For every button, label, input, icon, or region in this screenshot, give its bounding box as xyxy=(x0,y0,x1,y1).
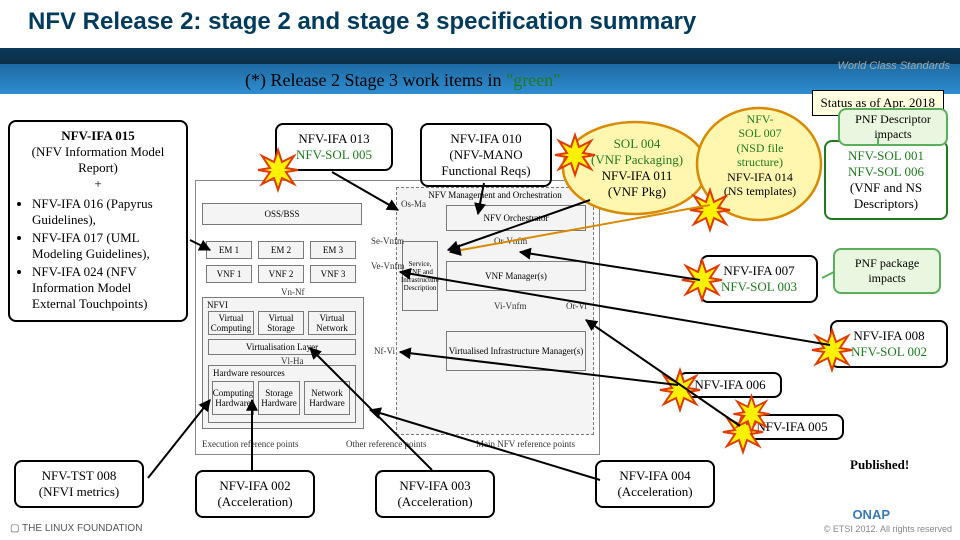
arch-vnf1: VNF 1 xyxy=(206,265,252,283)
ifa013-l1: NFV-IFA 013 xyxy=(285,131,383,147)
ifa010-l2: (NFV-MANO xyxy=(430,147,542,163)
ifa013-l2: NFV-SOL 005 xyxy=(285,147,383,163)
arch-ossbss: OSS/BSS xyxy=(202,203,362,225)
lbl-osma: Os-Ma xyxy=(401,199,426,209)
lbl-vlha: Vl-Ha xyxy=(281,356,304,366)
ifa007-l2: NFV-SOL 003 xyxy=(710,279,808,295)
onap-logo: ONAP xyxy=(852,507,890,522)
lbl-nfvi: Nf-Vi xyxy=(374,346,395,356)
sol001-l2: NFV-SOL 006 xyxy=(834,164,938,180)
sol007-l5: NFV-IFA 014 xyxy=(706,170,814,184)
sol004-l4: (VNF Pkg) xyxy=(578,184,696,200)
arch-em2: EM 2 xyxy=(258,241,304,259)
list-item: NFV-IFA 017 (UML Modeling Guidelines), xyxy=(32,230,178,262)
sol004-l1: SOL 004 xyxy=(578,136,696,152)
sol007-l6: (NS templates) xyxy=(706,184,814,198)
ifa008-l2: NFV-SOL 002 xyxy=(840,344,938,360)
lbl-orvnfm: Or-Vnfm xyxy=(494,236,527,246)
arch-vnf2: VNF 2 xyxy=(258,265,304,283)
etsi-tag: World Class Standards xyxy=(838,60,951,72)
lbl-vivnfm: Vi-Vnfm xyxy=(494,301,526,311)
arch-hw-storage: Storage Hardware xyxy=(258,381,300,415)
callout-ifa013: NFV-IFA 013 NFV-SOL 005 xyxy=(275,123,393,171)
ifa008-l1: NFV-IFA 008 xyxy=(840,328,938,344)
callout-tst008: NFV-TST 008 (NFVI metrics) xyxy=(14,460,144,508)
lbl-sevnfm: Se-Vnfm xyxy=(371,236,404,246)
arch-vstorage: Virtual Storage xyxy=(258,311,304,335)
arch-hw-compute: Computing Hardware xyxy=(212,381,254,415)
sol004-l2: (VNF Packaging) xyxy=(578,152,696,168)
callout-pnf-package: PNF package impacts xyxy=(833,248,941,294)
legend-other: Other reference points xyxy=(346,439,426,449)
callout-ifa005: NFV-IFA 005 xyxy=(740,414,844,440)
arch-virtlayer: Virtualisation Layer xyxy=(208,339,356,355)
ifa002-l1: NFV-IFA 002 xyxy=(205,478,305,494)
sol007-l2: SOL 007 xyxy=(706,126,814,140)
tst008-l2: (NFVI metrics) xyxy=(24,484,134,500)
callout-ifa008: NFV-IFA 008 NFV-SOL 002 xyxy=(830,320,948,368)
sol007-l4: structure) xyxy=(706,155,814,169)
callout-ifa004: NFV-IFA 004 (Acceleration) xyxy=(595,460,715,508)
arch-vcompute: Virtual Computing xyxy=(208,311,254,335)
subtitle-prefix: (*) Release 2 Stage 3 work items in xyxy=(245,70,506,90)
ifa004-l2: (Acceleration) xyxy=(605,484,705,500)
arch-em3: EM 3 xyxy=(310,241,356,259)
arch-vnfm: VNF Manager(s) xyxy=(446,261,586,291)
copyright: © ETSI 2012. All rights reserved xyxy=(824,524,952,534)
arch-em1: EM 1 xyxy=(206,241,252,259)
lbl-vevnfm: Ve-Vnfm xyxy=(371,261,405,271)
sol001-l4: Descriptors) xyxy=(834,196,938,212)
callout-ifa006: NFV-IFA 006 xyxy=(678,372,782,398)
callout-ifa002: NFV-IFA 002 (Acceleration) xyxy=(195,470,315,518)
ifa003-l2: (Acceleration) xyxy=(385,494,485,510)
sol001-l1: NFV-SOL 001 xyxy=(834,148,938,164)
sol007-l3: (NSD file xyxy=(706,141,814,155)
callout-ifa007: NFV-IFA 007 NFV-SOL 003 xyxy=(700,255,818,303)
ifa010-l3: Functional Reqs) xyxy=(430,163,542,179)
ifa015-plus: + xyxy=(18,176,178,192)
ifa002-l2: (Acceleration) xyxy=(205,494,305,510)
arch-vnetwork: Virtual Network xyxy=(308,311,356,335)
arch-vnf3: VNF 3 xyxy=(310,265,356,283)
arch-vim: Virtualised Infrastructure Manager(s) xyxy=(446,331,586,371)
list-item: NFV-IFA 016 (Papyrus Guidelines), xyxy=(32,196,178,228)
tst008-l1: NFV-TST 008 xyxy=(24,468,134,484)
ifa015-list: NFV-IFA 016 (Papyrus Guidelines), NFV-IF… xyxy=(18,196,178,312)
legend-exec: Execution reference points xyxy=(202,439,298,449)
sol004-l3: NFV-IFA 011 xyxy=(578,168,696,184)
list-item: NFV-IFA 024 (NFV Information Model Exter… xyxy=(32,264,178,312)
arch-catalog: Service, VNF and Infrastructure Descript… xyxy=(402,241,438,311)
ifa003-l1: NFV-IFA 003 xyxy=(385,478,485,494)
page-title: NFV Release 2: stage 2 and stage 3 speci… xyxy=(28,8,696,36)
callout-sol004: SOL 004 (VNF Packaging) NFV-IFA 011 (VNF… xyxy=(578,136,696,200)
callout-ifa010: NFV-IFA 010 (NFV-MANO Functional Reqs) xyxy=(420,123,552,187)
legend-main: Main NFV reference points xyxy=(476,439,575,449)
lbl-vnhf: Vn-Nf xyxy=(281,287,305,297)
subtitle: (*) Release 2 Stage 3 work items in "gre… xyxy=(245,70,561,91)
linux-foundation-logo: ▢ THE LINUX FOUNDATION xyxy=(10,523,142,534)
callout-sol001: NFV-SOL 001 NFV-SOL 006 (VNF and NS Desc… xyxy=(824,140,948,220)
nfv-architecture-diagram: OSS/BSS EM 1 EM 2 EM 3 VNF 1 VNF 2 VNF 3… xyxy=(195,180,600,455)
sol001-l3: (VNF and NS xyxy=(834,180,938,196)
lbl-orvi: Or-Vi xyxy=(566,301,587,311)
subtitle-green: "green" xyxy=(506,70,561,90)
callout-ifa003: NFV-IFA 003 (Acceleration) xyxy=(375,470,495,518)
ifa010-l1: NFV-IFA 010 xyxy=(430,131,542,147)
published-label: Published! xyxy=(850,457,909,473)
ifa015-title: NFV-IFA 015 xyxy=(18,128,178,144)
sol007-l1: NFV- xyxy=(706,112,814,126)
ifa007-l1: NFV-IFA 007 xyxy=(710,263,808,279)
callout-ifa015: NFV-IFA 015 (NFV Information Model Repor… xyxy=(8,120,188,322)
header-stripe-dark xyxy=(0,48,960,64)
ifa004-l1: NFV-IFA 004 xyxy=(605,468,705,484)
callout-pnf-descriptor: PNF Descriptor impacts xyxy=(838,108,948,146)
ifa015-subtitle: (NFV Information Model Report) xyxy=(18,144,178,176)
callout-sol007: NFV- SOL 007 (NSD file structure) NFV-IF… xyxy=(706,112,814,198)
arch-hw-network: Network Hardware xyxy=(304,381,350,415)
